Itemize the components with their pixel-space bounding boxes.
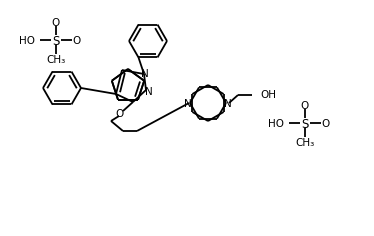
Text: CH₃: CH₃	[295, 138, 315, 148]
Text: HO: HO	[268, 119, 284, 129]
Text: O: O	[322, 119, 330, 129]
Text: O: O	[73, 36, 81, 46]
Text: S: S	[301, 118, 309, 131]
Text: S: S	[52, 35, 60, 48]
Text: N: N	[141, 69, 149, 79]
Text: N: N	[224, 99, 232, 109]
Text: N: N	[184, 99, 192, 109]
Text: CH₃: CH₃	[46, 55, 65, 65]
Text: HO: HO	[19, 36, 35, 46]
Text: O: O	[116, 109, 124, 119]
Text: N: N	[145, 87, 153, 97]
Text: OH: OH	[260, 90, 276, 100]
Text: O: O	[301, 101, 309, 111]
Text: O: O	[52, 18, 60, 28]
